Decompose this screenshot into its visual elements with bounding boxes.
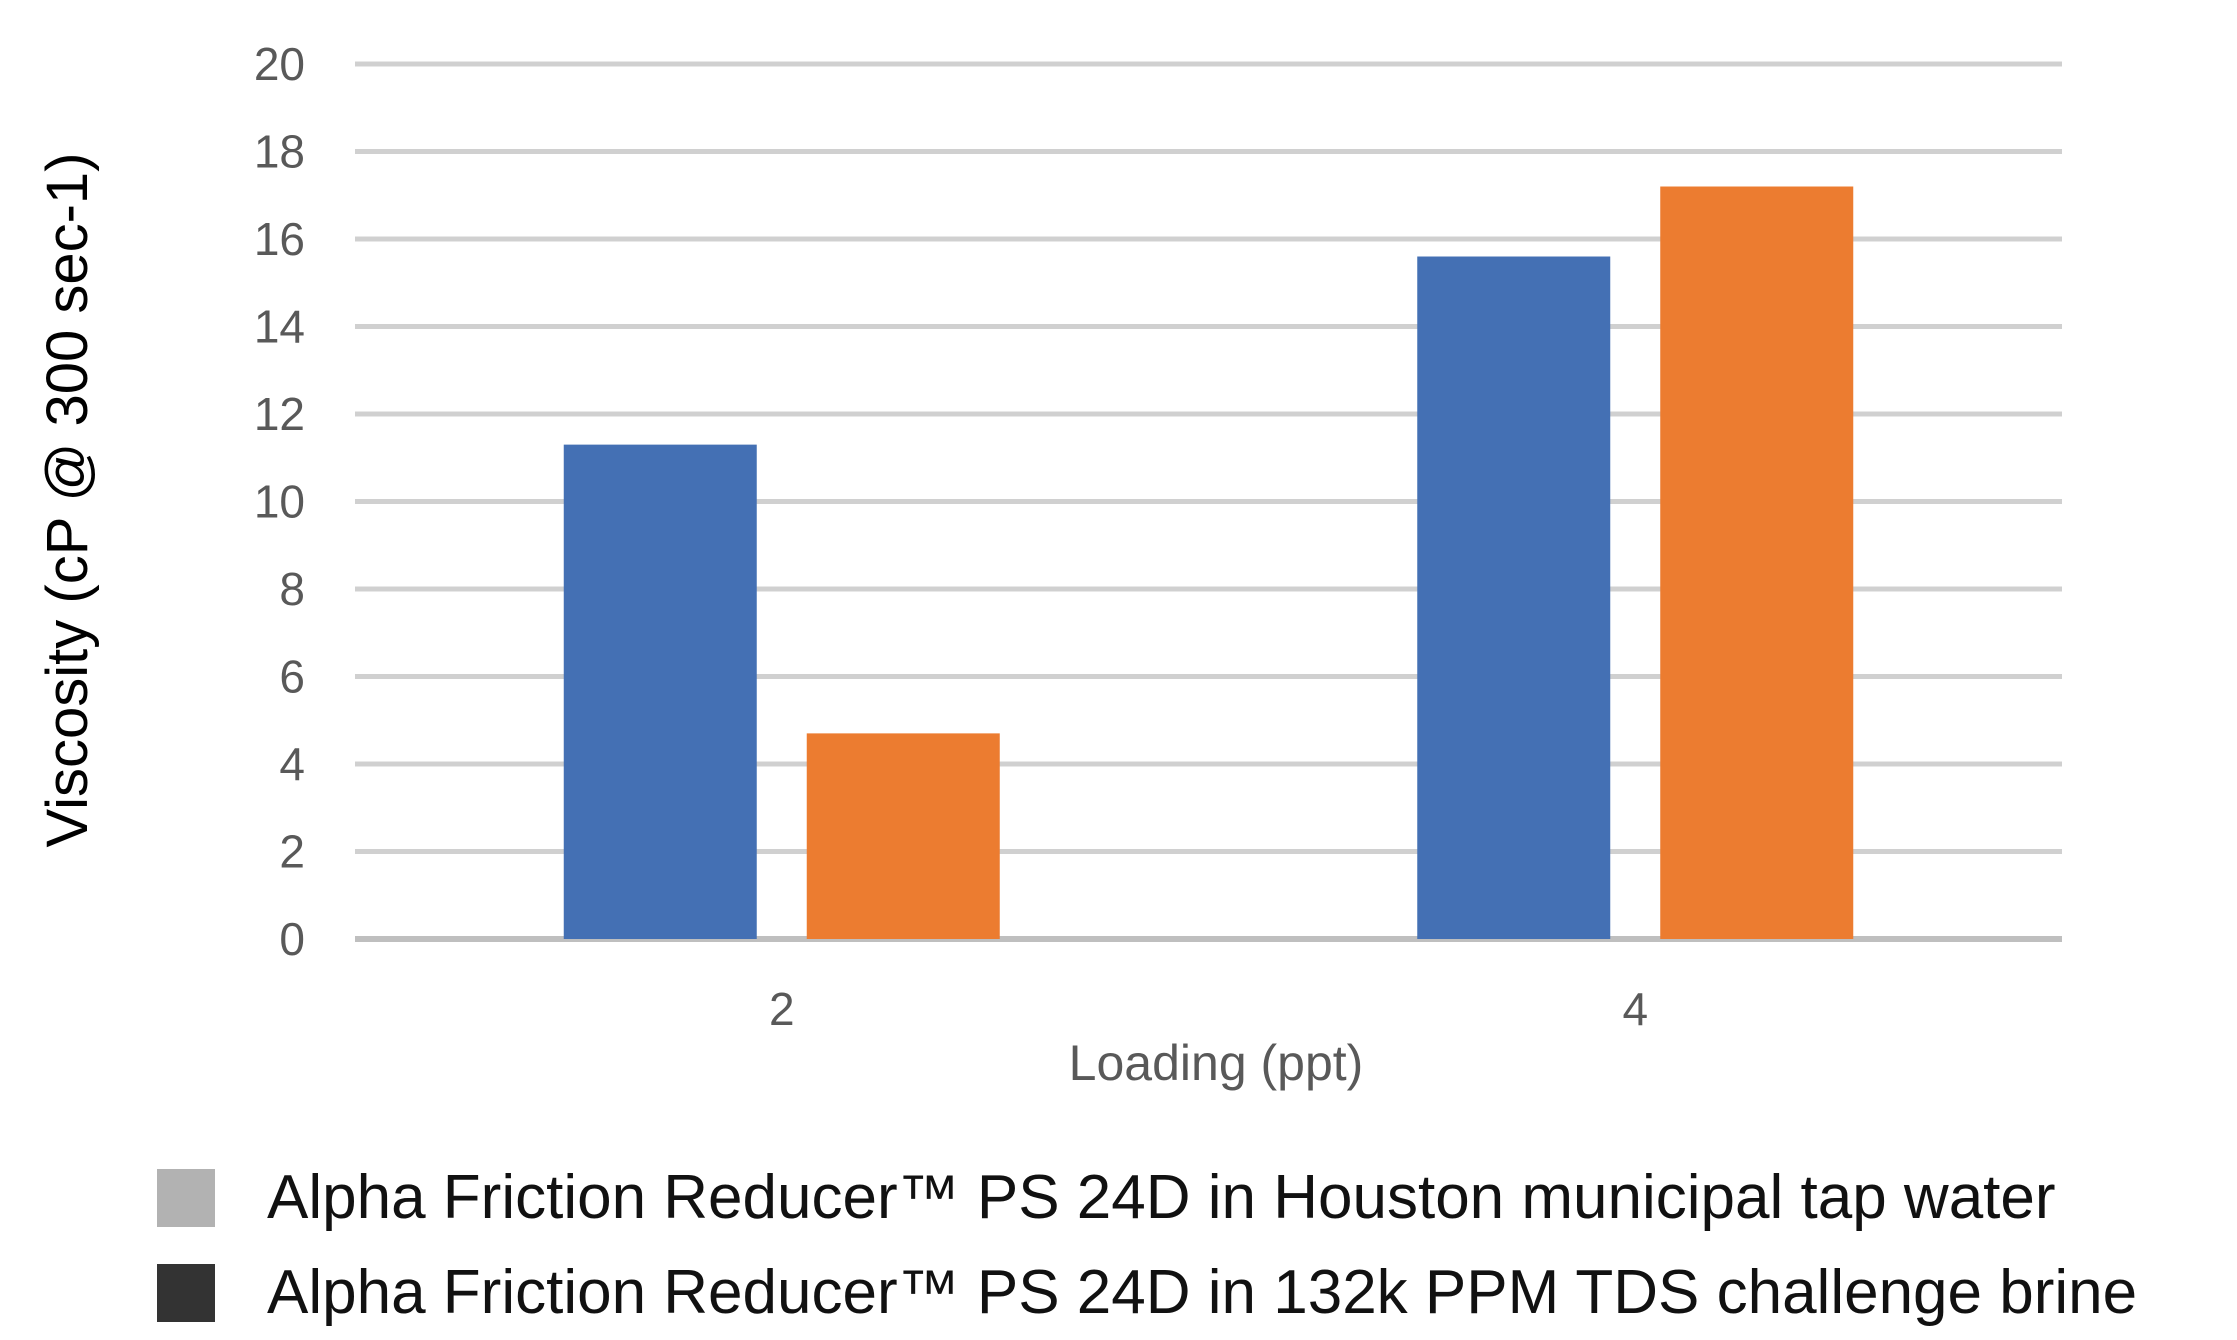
x-tick-label: 2: [769, 983, 795, 1035]
y-tick-label: 20: [254, 38, 305, 90]
y-tick-label: 0: [279, 913, 305, 965]
x-axis-title: Loading (ppt): [1069, 1035, 1364, 1091]
bar-series-2-category-4: [1660, 186, 1854, 939]
bar-series-2-category-2: [806, 733, 1000, 939]
legend-swatch-challenge-brine: [157, 1263, 215, 1322]
bars: [563, 186, 1854, 939]
x-tick-label: 4: [1622, 983, 1648, 1035]
y-tick-label: 6: [279, 651, 305, 703]
y-tick-label: 14: [254, 301, 305, 353]
y-tick-label: 10: [254, 476, 305, 528]
y-tick-label: 8: [279, 563, 305, 615]
y-tick-label: 16: [254, 213, 305, 265]
y-tick-label: 2: [279, 826, 305, 878]
legend-label-challenge-brine: Alpha Friction Reducer™ PS 24D in 132k P…: [267, 1258, 2138, 1327]
legend-item-challenge-brine: Alpha Friction Reducer™ PS 24D in 132k P…: [157, 1245, 2137, 1340]
bar-series-1-category-2: [563, 444, 757, 939]
legend-swatch-tap-water: [157, 1168, 215, 1227]
y-axis-title: Viscosity (cP @ 300 sec-1): [35, 153, 100, 848]
legend-item-tap-water: Alpha Friction Reducer™ PS 24D in Housto…: [157, 1150, 2137, 1245]
legend: Alpha Friction Reducer™ PS 24D in Housto…: [157, 1150, 2137, 1340]
y-tick-label: 4: [279, 738, 305, 790]
y-axis-ticks: 0 2 4 6 8 10 12 14 16 18 20: [254, 38, 305, 965]
y-tick-label: 12: [254, 388, 305, 440]
legend-label-tap-water: Alpha Friction Reducer™ PS 24D in Housto…: [267, 1163, 2056, 1232]
y-tick-label: 18: [254, 126, 305, 178]
bar-series-1-category-4: [1417, 256, 1611, 939]
